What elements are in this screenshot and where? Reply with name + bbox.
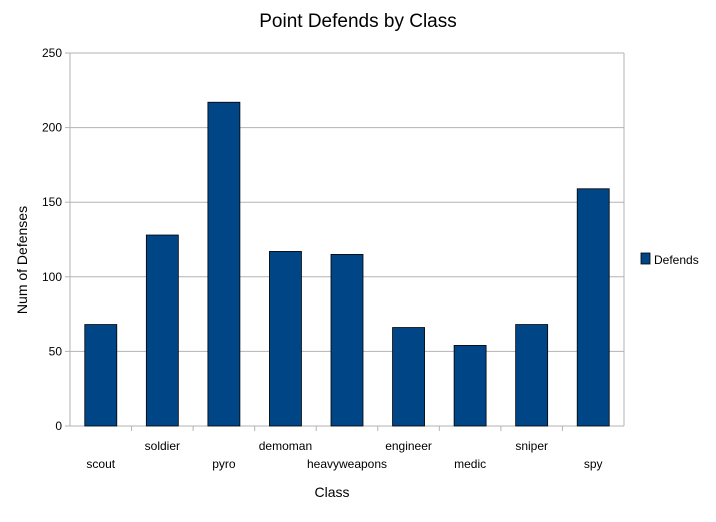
bar-sniper	[515, 324, 549, 427]
y-tick-label: 250	[42, 46, 62, 60]
x-tick-label: engineer	[385, 439, 432, 453]
x-axis-ticks: scout soldier pyro demoman heavyweapons engin…	[86, 426, 603, 471]
bar-soldier	[145, 234, 179, 427]
x-tick-label: pyro	[212, 457, 236, 471]
y-tick-label: 50	[49, 344, 63, 358]
y-tick-label: 200	[42, 121, 62, 135]
bar-spy	[576, 188, 610, 427]
x-tick-label: heavyweapons	[307, 457, 387, 471]
legend-swatch	[640, 252, 651, 265]
y-tick-label: 150	[42, 195, 62, 209]
x-tick-label: spy	[584, 457, 603, 471]
x-tick-label: medic	[454, 457, 486, 471]
bar-medic	[453, 345, 487, 427]
y-tick-label: 100	[42, 270, 62, 284]
bar-scout	[84, 324, 118, 427]
x-axis-label: Class	[314, 484, 349, 500]
bar-pyro	[207, 101, 241, 427]
legend-label: Defends	[654, 253, 699, 267]
x-tick-label: sniper	[515, 439, 548, 453]
bar-engineer	[392, 327, 425, 427]
x-tick-label: scout	[86, 457, 115, 471]
bar-heavyweapons	[330, 254, 364, 427]
bar-demoman	[269, 251, 302, 427]
legend: Defends	[640, 252, 699, 267]
x-tick-label: demoman	[259, 439, 312, 453]
y-axis-label: Num of Defenses	[14, 206, 30, 314]
x-tick-label: soldier	[145, 439, 180, 453]
y-tick-label: 0	[55, 419, 62, 433]
bars	[84, 101, 610, 427]
y-axis-ticks: 0 50 100 150 200 250	[42, 46, 70, 433]
chart-title: Point Defends by Class	[259, 11, 457, 32]
